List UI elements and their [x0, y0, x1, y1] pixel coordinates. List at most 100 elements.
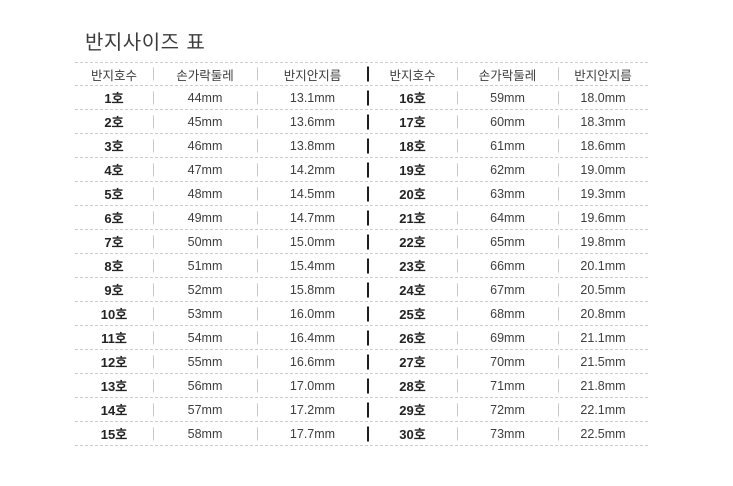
ring-size-cell: 21호	[368, 206, 457, 229]
ring-size-cell: 8호	[104, 259, 124, 274]
diameter-cell: 21.5mm	[558, 350, 648, 373]
circumference-cell: 65mm	[457, 230, 558, 253]
ring-size-cell: 28호	[368, 374, 457, 397]
ring-size-cell: 12호	[100, 355, 128, 370]
diameter-cell: 17.0mm	[257, 374, 368, 397]
table-row: 10호 53mm 16.0mm 25호 68mm 20.8mm	[75, 302, 648, 326]
circumference-cell: 50mm	[153, 230, 257, 253]
diameter-cell: 18.6mm	[558, 134, 648, 157]
ring-size-cell: 1호	[104, 91, 124, 106]
circumference-cell: 62mm	[457, 158, 558, 181]
ring-size-cell: 10호	[100, 307, 128, 322]
table-row: 9호 52mm 15.8mm 24호 67mm 20.5mm	[75, 278, 648, 302]
diameter-cell: 14.7mm	[257, 206, 368, 229]
diameter-cell: 20.5mm	[558, 278, 648, 301]
diameter-cell: 16.6mm	[257, 350, 368, 373]
ring-size-cell: 11호	[101, 331, 127, 346]
circumference-cell: 64mm	[457, 206, 558, 229]
diameter-cell: 16.4mm	[257, 326, 368, 349]
diameter-cell: 15.0mm	[257, 230, 368, 253]
diameter-cell: 13.6mm	[257, 110, 368, 133]
diameter-cell: 19.3mm	[558, 182, 648, 205]
diameter-cell: 15.8mm	[257, 278, 368, 301]
ring-size-cell: 23호	[368, 254, 457, 277]
ring-size-cell: 16호	[368, 86, 457, 109]
diameter-cell: 21.8mm	[558, 374, 648, 397]
circumference-cell: 70mm	[457, 350, 558, 373]
circumference-cell: 55mm	[153, 350, 257, 373]
ring-size-cell: 15호	[100, 427, 128, 442]
circumference-cell: 63mm	[457, 182, 558, 205]
ring-size-cell: 19호	[368, 158, 457, 181]
ring-size-cell: 30호	[368, 422, 457, 445]
circumference-cell: 61mm	[457, 134, 558, 157]
circumference-cell: 44mm	[153, 86, 257, 109]
table-row: 11호 54mm 16.4mm 26호 69mm 21.1mm	[75, 326, 648, 350]
ring-size-cell: 18호	[368, 134, 457, 157]
diameter-cell: 19.0mm	[558, 158, 648, 181]
circumference-cell: 71mm	[457, 374, 558, 397]
table-row: 5호 48mm 14.5mm 20호 63mm 19.3mm	[75, 182, 648, 206]
diameter-cell: 15.4mm	[257, 254, 368, 277]
circumference-cell: 67mm	[457, 278, 558, 301]
table-row: 13호 56mm 17.0mm 28호 71mm 21.8mm	[75, 374, 648, 398]
circumference-cell: 45mm	[153, 110, 257, 133]
ring-size-cell: 14호	[100, 403, 128, 418]
table-body: 1호 44mm 13.1mm 16호 59mm 18.0mm 2호 45mm 13.6mm 17호…	[75, 86, 648, 446]
ring-size-cell: 26호	[368, 326, 457, 349]
diameter-cell: 19.8mm	[558, 230, 648, 253]
circumference-cell: 52mm	[153, 278, 257, 301]
table-row: 12호 55mm 16.6mm 27호 70mm 21.5mm	[75, 350, 648, 374]
diameter-cell: 17.7mm	[257, 422, 368, 445]
table-row: 7호 50mm 15.0mm 22호 65mm 19.8mm	[75, 230, 648, 254]
diameter-cell: 18.0mm	[558, 86, 648, 109]
ring-size-cell: 20호	[368, 182, 457, 205]
circumference-cell: 47mm	[153, 158, 257, 181]
diameter-cell: 13.1mm	[257, 86, 368, 109]
circumference-cell: 69mm	[457, 326, 558, 349]
header-circumference-right: 손가락둘레	[457, 63, 558, 85]
header-circumference-left: 손가락둘레	[153, 63, 257, 85]
circumference-cell: 56mm	[153, 374, 257, 397]
ring-size-cell: 17호	[368, 110, 457, 133]
table-row: 3호 46mm 13.8mm 18호 61mm 18.6mm	[75, 134, 648, 158]
ring-size-cell: 2호	[104, 115, 124, 130]
ring-size-table: 반지호수 손가락둘레 반지안지름 반지호수 손가락둘레 반지안지름 1호 44mm…	[75, 62, 648, 446]
diameter-cell: 17.2mm	[257, 398, 368, 421]
ring-size-cell: 9호	[104, 283, 124, 298]
circumference-cell: 49mm	[153, 206, 257, 229]
circumference-cell: 57mm	[153, 398, 257, 421]
circumference-cell: 51mm	[153, 254, 257, 277]
header-ring-size-left: 반지호수	[90, 68, 137, 83]
ring-size-cell: 13호	[100, 379, 128, 394]
diameter-cell: 22.1mm	[558, 398, 648, 421]
circumference-cell: 46mm	[153, 134, 257, 157]
ring-size-cell: 24호	[368, 278, 457, 301]
diameter-cell: 20.8mm	[558, 302, 648, 325]
ring-size-cell: 25호	[368, 302, 457, 325]
diameter-cell: 22.5mm	[558, 422, 648, 445]
table-row: 8호 51mm 15.4mm 23호 66mm 20.1mm	[75, 254, 648, 278]
circumference-cell: 48mm	[153, 182, 257, 205]
circumference-cell: 59mm	[457, 86, 558, 109]
ring-size-cell: 4호	[104, 163, 124, 178]
ring-size-cell: 7호	[104, 235, 124, 250]
diameter-cell: 14.2mm	[257, 158, 368, 181]
circumference-cell: 54mm	[153, 326, 257, 349]
circumference-cell: 68mm	[457, 302, 558, 325]
table-row: 15호 58mm 17.7mm 30호 73mm 22.5mm	[75, 422, 648, 446]
diameter-cell: 20.1mm	[558, 254, 648, 277]
circumference-cell: 60mm	[457, 110, 558, 133]
diameter-cell: 21.1mm	[558, 326, 648, 349]
circumference-cell: 53mm	[153, 302, 257, 325]
ring-size-cell: 22호	[368, 230, 457, 253]
diameter-cell: 13.8mm	[257, 134, 368, 157]
table-row: 6호 49mm 14.7mm 21호 64mm 19.6mm	[75, 206, 648, 230]
diameter-cell: 18.3mm	[558, 110, 648, 133]
circumference-cell: 66mm	[457, 254, 558, 277]
header-diameter-left: 반지안지름	[257, 63, 368, 85]
table-row: 2호 45mm 13.6mm 17호 60mm 18.3mm	[75, 110, 648, 134]
circumference-cell: 72mm	[457, 398, 558, 421]
diameter-cell: 14.5mm	[257, 182, 368, 205]
